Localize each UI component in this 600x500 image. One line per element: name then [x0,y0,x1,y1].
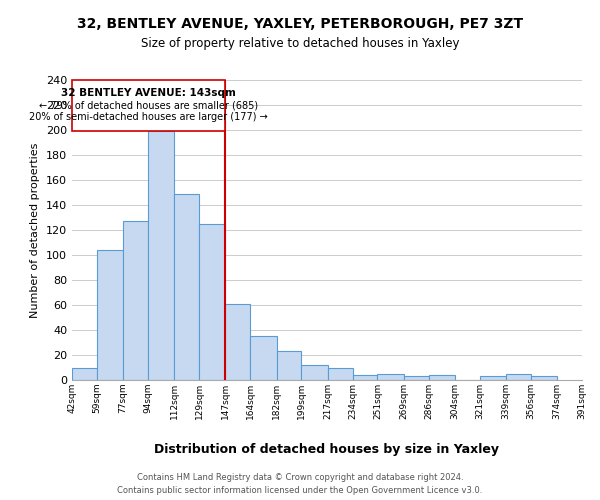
Bar [123,221,148,380]
Bar [506,374,531,380]
Text: 32, BENTLEY AVENUE, YAXLEY, PETERBOROUGH, PE7 3ZT: 32, BENTLEY AVENUE, YAXLEY, PETERBOROUGH… [77,18,523,32]
Text: Size of property relative to detached houses in Yaxley: Size of property relative to detached ho… [141,38,459,51]
Y-axis label: Number of detached properties: Number of detached properties [31,142,40,318]
Bar [199,224,226,380]
Bar [174,194,199,380]
Bar [277,351,301,380]
Text: Contains HM Land Registry data © Crown copyright and database right 2024.: Contains HM Land Registry data © Crown c… [137,472,463,482]
Bar [377,374,404,380]
Text: ← 79% of detached houses are smaller (685): ← 79% of detached houses are smaller (68… [39,100,258,110]
Bar [72,368,97,380]
Bar [328,368,353,380]
Bar [226,304,250,380]
Bar [301,365,328,380]
Bar [531,376,557,380]
Bar [97,250,123,380]
Bar [250,336,277,380]
Bar [148,131,174,380]
FancyBboxPatch shape [72,80,226,131]
Text: Distribution of detached houses by size in Yaxley: Distribution of detached houses by size … [155,442,499,456]
Text: 32 BENTLEY AVENUE: 143sqm: 32 BENTLEY AVENUE: 143sqm [61,88,236,98]
Text: Contains public sector information licensed under the Open Government Licence v3: Contains public sector information licen… [118,486,482,495]
Bar [353,375,377,380]
Bar [480,376,506,380]
Text: 20% of semi-detached houses are larger (177) →: 20% of semi-detached houses are larger (… [29,112,268,122]
Bar [428,375,455,380]
Bar [404,376,428,380]
